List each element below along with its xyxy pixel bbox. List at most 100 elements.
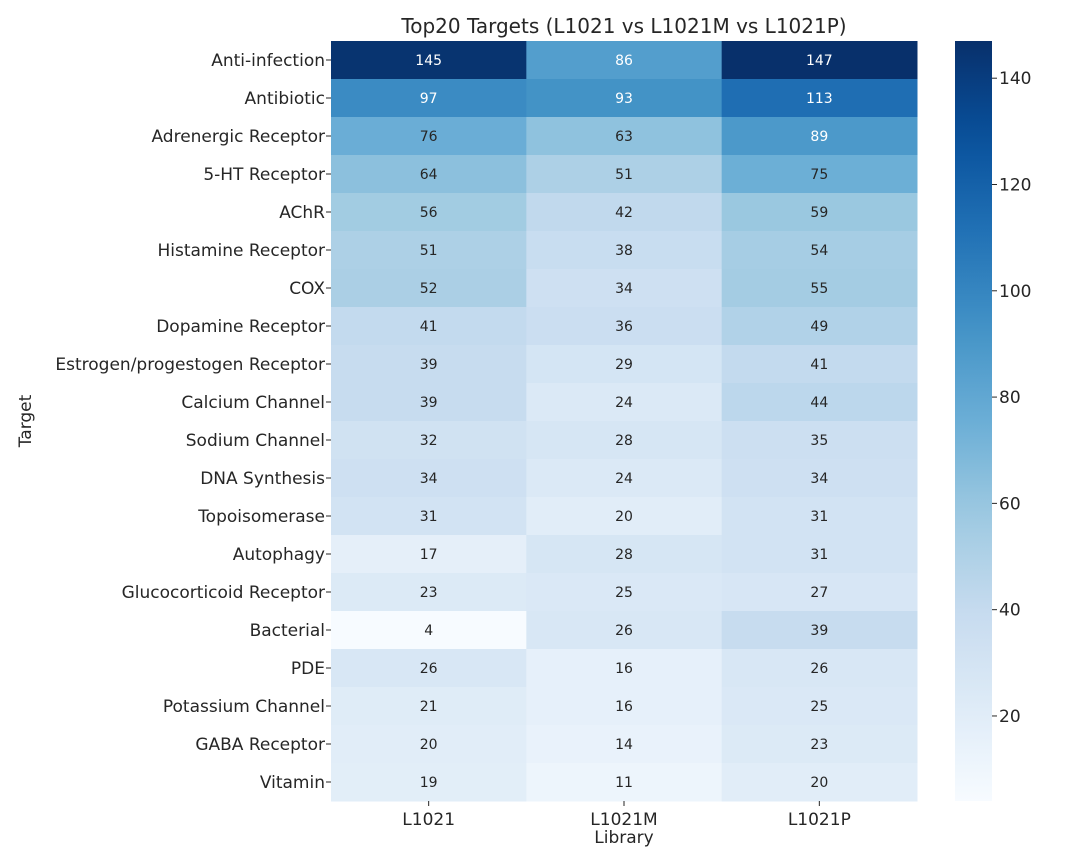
cell-value-label: 28	[615, 547, 633, 563]
cell-value-label: 39	[420, 357, 438, 373]
cell-value-label: 52	[420, 281, 438, 297]
cell-value-label: 32	[420, 433, 438, 449]
heatmap-cell	[526, 763, 723, 802]
y-tick-label: Glucocorticoid Receptor	[122, 583, 325, 603]
cell-value-label: 34	[615, 281, 633, 297]
cell-value-label: 25	[810, 699, 828, 715]
cell-value-label: 39	[810, 623, 828, 639]
cell-value-label: 26	[420, 661, 438, 677]
heatmap-cell	[721, 269, 918, 308]
cell-value-label: 89	[810, 129, 828, 145]
cell-value-label: 24	[615, 395, 633, 411]
cell-value-label: 26	[615, 623, 633, 639]
cell-value-label: 24	[615, 471, 633, 487]
cell-value-label: 54	[810, 243, 828, 259]
heatmap-cell	[526, 687, 723, 726]
heatmap-cell	[721, 497, 918, 536]
cell-value-label: 27	[810, 585, 828, 601]
cell-value-label: 145	[415, 53, 442, 69]
cell-value-label: 51	[420, 243, 438, 259]
heatmap-cell	[721, 155, 918, 194]
cell-value-label: 20	[420, 737, 438, 753]
colorbar-tick-label: 140	[999, 69, 1031, 89]
colorbar-tick-label: 40	[999, 601, 1021, 621]
y-tick-label: Autophagy	[233, 545, 325, 565]
cell-value-label: 34	[810, 471, 828, 487]
heatmap-cell	[331, 231, 527, 270]
cell-value-label: 97	[420, 91, 438, 107]
cell-value-label: 86	[615, 53, 633, 69]
y-tick-label: Estrogen/progestogen Receptor	[55, 355, 325, 375]
cell-value-label: 76	[420, 129, 438, 145]
heatmap-cell	[526, 725, 723, 764]
x-axis-label: Library	[594, 828, 653, 848]
x-tick-label: L1021M	[590, 810, 657, 830]
heatmap-cell	[331, 725, 527, 764]
heatmap-cell	[331, 421, 527, 460]
x-tick-label: L1021P	[788, 810, 851, 830]
y-tick-label: AChR	[279, 203, 325, 223]
cell-value-label: 11	[615, 775, 633, 791]
heatmap-cell	[526, 573, 723, 612]
cell-value-label: 17	[420, 547, 438, 563]
cell-value-label: 44	[810, 395, 828, 411]
heatmap-cell	[721, 573, 918, 612]
cell-value-label: 36	[615, 319, 633, 335]
y-tick-label: Potassium Channel	[163, 697, 325, 717]
y-tick-label: Topoisomerase	[197, 507, 325, 527]
cell-value-label: 35	[810, 433, 828, 449]
y-axis-label: Target	[16, 394, 36, 448]
heatmap-cell	[721, 725, 918, 764]
heatmap-cell	[526, 421, 723, 460]
cell-value-label: 41	[810, 357, 828, 373]
heatmap-cell	[721, 117, 918, 156]
heatmap-cell-labels: 145 86 147 97 93 113 76 63 89 64 51 75 56 42 59 51 38 54 5…	[415, 53, 832, 791]
y-tick-label: GABA Receptor	[195, 735, 325, 755]
heatmap-cell	[721, 535, 918, 574]
cell-value-label: 113	[806, 91, 833, 107]
cell-value-label: 75	[810, 167, 828, 183]
heatmap-cells	[331, 41, 918, 802]
heatmap-cell	[721, 763, 918, 802]
cell-value-label: 59	[810, 205, 828, 221]
heatmap-cell	[526, 117, 723, 156]
heatmap-cell	[331, 535, 527, 574]
heatmap-cell	[721, 79, 918, 118]
heatmap-cell	[331, 307, 527, 346]
colorbar-tick-label: 80	[999, 388, 1021, 408]
cell-value-label: 31	[420, 509, 438, 525]
heatmap-cell	[331, 79, 527, 118]
heatmap-cell	[526, 535, 723, 574]
heatmap-cell	[526, 193, 723, 232]
cell-value-label: 56	[420, 205, 438, 221]
y-tick-label: Antibiotic	[245, 89, 325, 109]
heatmap-cell	[331, 117, 527, 156]
heatmap-cell	[526, 307, 723, 346]
cell-value-label: 23	[810, 737, 828, 753]
heatmap-cell	[721, 383, 918, 422]
cell-value-label: 51	[615, 167, 633, 183]
heatmap-cell	[526, 611, 723, 650]
cell-value-label: 26	[810, 661, 828, 677]
heatmap-cell	[331, 345, 527, 384]
heatmap-cell	[721, 649, 918, 688]
colorbar-tick-label: 100	[999, 282, 1031, 302]
heatmap-cell	[331, 497, 527, 536]
cell-value-label: 20	[810, 775, 828, 791]
cell-value-label: 64	[420, 167, 438, 183]
heatmap-cell	[331, 459, 527, 498]
heatmap-cell	[526, 41, 723, 80]
heatmap-cell	[721, 41, 918, 80]
cell-value-label: 31	[810, 547, 828, 563]
cell-value-label: 55	[810, 281, 828, 297]
y-tick-label: DNA Synthesis	[200, 469, 325, 489]
y-tick-label: PDE	[291, 659, 325, 679]
cell-value-label: 23	[420, 585, 438, 601]
heatmap-cell	[331, 649, 527, 688]
cell-value-label: 49	[810, 319, 828, 335]
cell-value-label: 63	[615, 129, 633, 145]
heatmap-cell	[526, 459, 723, 498]
y-tick-label: Vitamin	[260, 773, 325, 793]
